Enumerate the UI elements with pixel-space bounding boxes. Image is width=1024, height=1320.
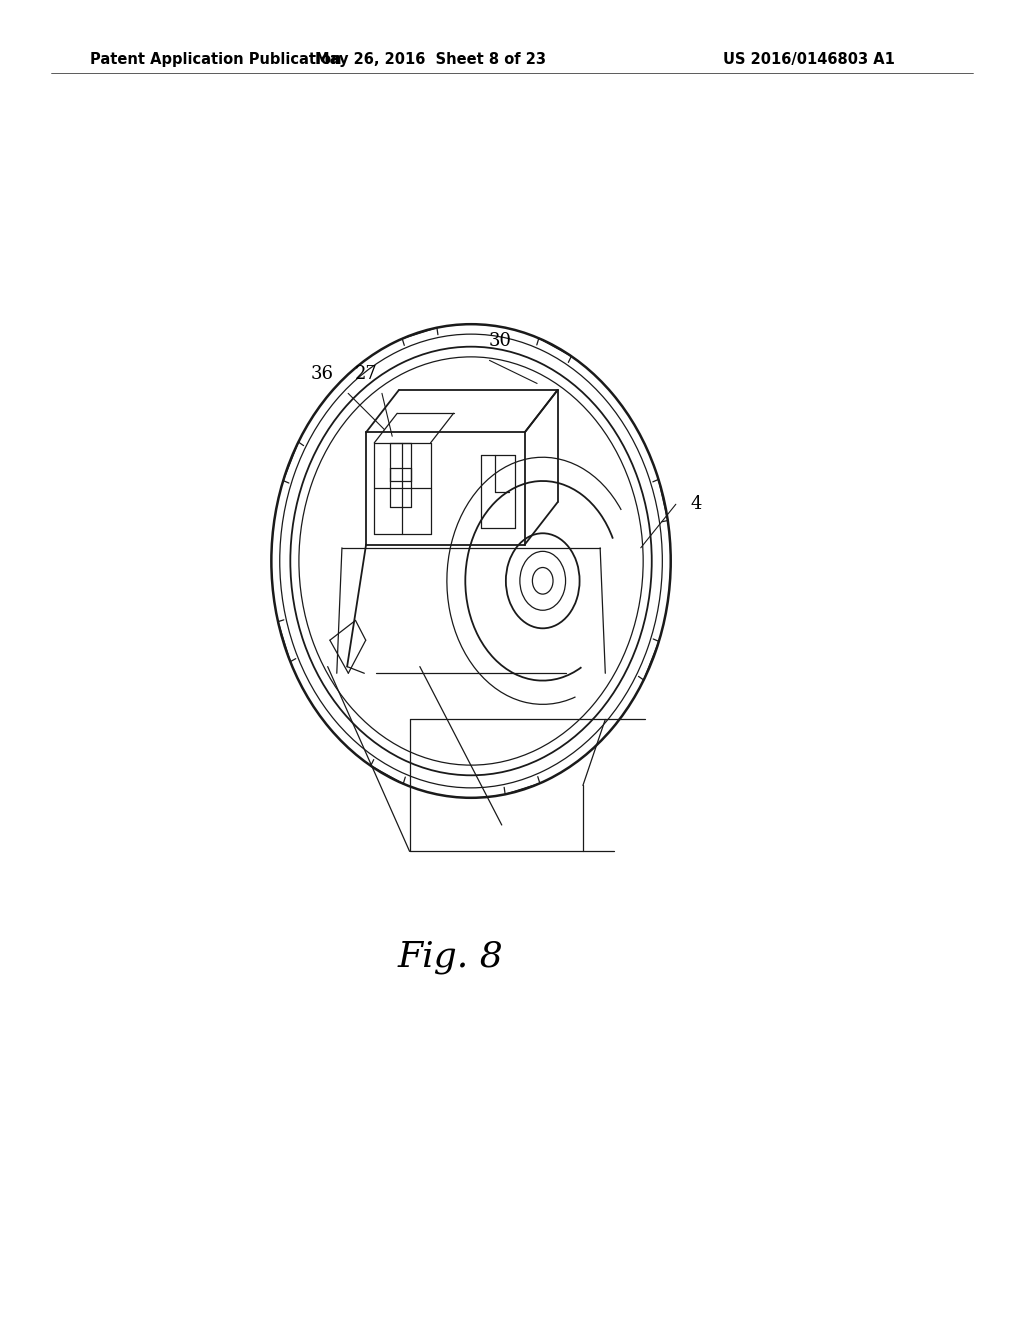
Text: Patent Application Publication: Patent Application Publication <box>90 51 342 67</box>
Text: US 2016/0146803 A1: US 2016/0146803 A1 <box>723 51 895 67</box>
Text: 4: 4 <box>690 495 702 513</box>
Text: 36: 36 <box>311 364 334 383</box>
Text: May 26, 2016  Sheet 8 of 23: May 26, 2016 Sheet 8 of 23 <box>314 51 546 67</box>
Text: 30: 30 <box>488 331 511 350</box>
Text: 27: 27 <box>355 364 378 383</box>
Text: Fig. 8: Fig. 8 <box>397 940 504 974</box>
